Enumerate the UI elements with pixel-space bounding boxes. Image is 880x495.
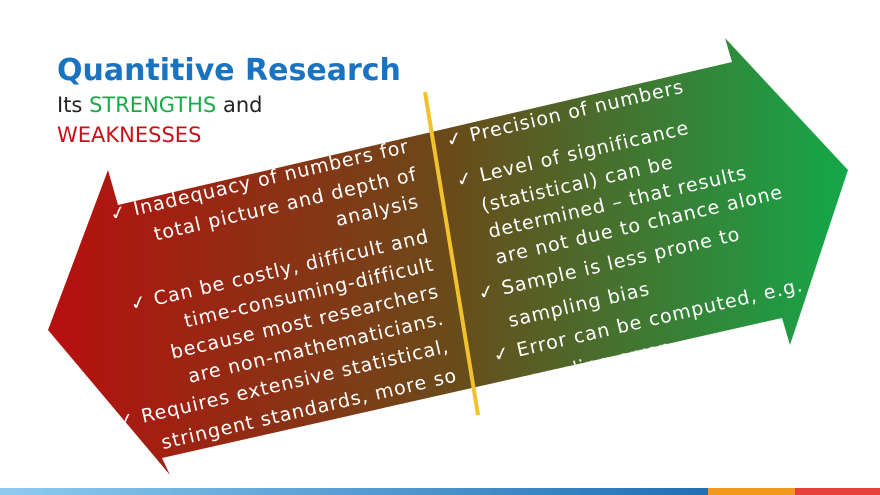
subtitle-text: Its — [57, 93, 83, 117]
footer-bar — [708, 488, 795, 495]
footer-bar — [795, 488, 880, 495]
footer-bar — [0, 488, 708, 495]
subtitle-text: and — [222, 93, 263, 117]
subtitle: Its STRENGTHS and WEAKNESSES — [57, 90, 357, 150]
subtitle-strengths: STRENGTHS — [89, 93, 217, 117]
double-arrow — [48, 38, 848, 475]
divider — [423, 91, 480, 416]
title: Quantitive Research — [57, 53, 401, 88]
subtitle-weaknesses: WEAKNESSES — [57, 123, 202, 147]
